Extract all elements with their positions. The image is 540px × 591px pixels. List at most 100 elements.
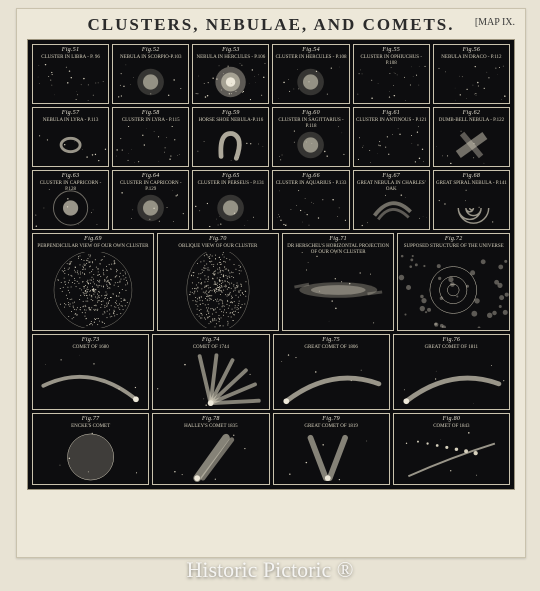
figure-caption: ENCKE'S COMET <box>35 424 146 430</box>
figure-number: Fig.66 <box>273 173 348 179</box>
figure-caption: NEBULA IN SCORPIO-P.103 <box>115 55 186 61</box>
figure-number: Fig.60 <box>273 110 348 116</box>
figure-number: Fig.58 <box>113 110 188 116</box>
row-5: Fig.73COMET OF 1680Fig.74COMET OF 1744Fi… <box>32 334 510 410</box>
figure-number: Fig.71 <box>283 236 394 242</box>
figure-cell: Fig.78 HALLEY'S COMET 1835 <box>152 413 269 485</box>
figure-art <box>434 126 509 164</box>
figure-number: Fig.59 <box>193 110 268 116</box>
figure-number: Fig.63 <box>33 173 108 179</box>
figure-caption: OBLIQUE VIEW OF OUR CLUSTER <box>160 244 276 250</box>
figure-art <box>273 126 348 164</box>
figure-cell: Fig.63CLUSTER IN CAPRICORN - P.128 <box>32 170 109 230</box>
figure-art <box>33 126 108 164</box>
figure-art <box>33 353 148 407</box>
figure-art <box>193 63 268 101</box>
figure-number: Fig.77 <box>33 416 148 422</box>
figure-cell: Fig.72 SUPPOSED STRUCTURE OF THE UNIVERSE <box>397 233 510 331</box>
figure-art <box>153 353 268 407</box>
figure-cell: Fig.66CLUSTER IN AQUARIUS - P.133 <box>272 170 349 230</box>
figure-art <box>274 432 389 482</box>
watermark: Historic Pictoric ® <box>0 557 540 583</box>
figure-art <box>354 63 429 101</box>
figure-cell: Fig.55CLUSTER IN OPHIUCHUS - P.108 <box>353 44 430 104</box>
figure-caption: PERPENDICULAR VIEW OF OUR OWN CLUSTER <box>35 244 151 250</box>
row-1: Fig.51CLUSTER IN LIBRA - P. 96Fig.52NEBU… <box>32 44 510 104</box>
figure-number: Fig.53 <box>193 47 268 53</box>
figure-cell: Fig.61CLUSTER IN ANTINOUS - P.121 <box>353 107 430 167</box>
figure-cell: Fig.77 ENCKE'S COMET <box>32 413 149 485</box>
row-3: Fig.63CLUSTER IN CAPRICORN - P.128Fig.64… <box>32 170 510 230</box>
figure-caption: DUMB-BELL NEBULA - P.122 <box>436 118 507 124</box>
figure-cell: Fig.79GREAT COMET OF 1819 <box>273 413 390 485</box>
figure-caption: COMET OF 1680 <box>35 345 146 351</box>
figure-caption: SUPPOSED STRUCTURE OF THE UNIVERSE <box>400 244 507 250</box>
figure-art <box>434 189 509 227</box>
figure-caption: HALLEY'S COMET 1835 <box>155 424 266 430</box>
figure-caption: COMET OF 1744 <box>155 345 266 351</box>
figure-number: Fig.78 <box>153 416 268 422</box>
figure-caption: GREAT SPIRAL NEBULA - P.141 <box>436 181 507 187</box>
figure-cell: Fig.71DR HERSCHEL'S HORIZONTAL PROJECTIO… <box>282 233 395 331</box>
figure-art <box>158 252 278 328</box>
figure-number: Fig.68 <box>434 173 509 179</box>
figure-number: Fig.57 <box>33 110 108 116</box>
figure-cell: Fig.58CLUSTER IN LYRA - P.115 <box>112 107 189 167</box>
figure-art <box>434 63 509 101</box>
figure-caption: HORSE SHOE NEBULA-P.116 <box>195 118 266 124</box>
figure-art <box>193 126 268 164</box>
figure-art <box>33 252 153 328</box>
figure-number: Fig.72 <box>398 236 509 242</box>
figure-caption: CLUSTER IN LIBRA - P. 96 <box>35 55 106 61</box>
figure-caption: GREAT COMET OF 1806 <box>276 345 387 351</box>
figure-caption: CLUSTER IN HERCULES - P.108 <box>275 55 346 61</box>
figure-cell: Fig.74COMET OF 1744 <box>152 334 269 410</box>
figure-cell: Fig.57 NEBULA IN LYRA - P.113 <box>32 107 109 167</box>
figure-number: Fig.80 <box>394 416 509 422</box>
figure-art <box>113 189 188 227</box>
figure-number: Fig.54 <box>273 47 348 53</box>
figure-art <box>274 353 389 407</box>
figure-art <box>33 63 108 101</box>
figure-art <box>113 63 188 101</box>
figure-cell: Fig.69 PERPENDICULAR VIEW OF OUR OWN CLUS… <box>32 233 154 331</box>
figure-number: Fig.67 <box>354 173 429 179</box>
figure-cell: Fig.80 COMET OF 1843 <box>393 413 510 485</box>
figure-number: Fig.70 <box>158 236 278 242</box>
figure-number: Fig.62 <box>434 110 509 116</box>
title-row: CLUSTERS, NEBULAE, AND COMETS. [MAP IX. <box>17 9 525 39</box>
figure-cell: Fig.70 OBLIQUE VIEW OF OUR CLUSTER <box>157 233 279 331</box>
figure-number: Fig.61 <box>354 110 429 116</box>
figure-art <box>153 432 268 482</box>
figure-caption: NEBULA IN HERCULES - P.106 <box>195 55 266 61</box>
figure-number: Fig.75 <box>274 337 389 343</box>
figure-art <box>33 189 108 227</box>
figure-art <box>193 189 268 227</box>
sheet: CLUSTERS, NEBULAE, AND COMETS. [MAP IX. … <box>16 8 526 558</box>
figure-number: Fig.76 <box>394 337 509 343</box>
figure-number: Fig.64 <box>113 173 188 179</box>
page: CLUSTERS, NEBULAE, AND COMETS. [MAP IX. … <box>0 0 540 591</box>
figure-art <box>113 126 188 164</box>
figure-cell: Fig.68 GREAT SPIRAL NEBULA - P.141 <box>433 170 510 230</box>
figure-cell: Fig.75 GREAT COMET OF 1806 <box>273 334 390 410</box>
figure-cell: Fig.59 HORSE SHOE NEBULA-P.116 <box>192 107 269 167</box>
figure-cell: Fig.67GREAT NEBULA IN CHARLES' OAK <box>353 170 430 230</box>
figure-art <box>394 432 509 482</box>
figure-caption: NEBULA IN LYRA - P.113 <box>35 118 106 124</box>
figure-cell: Fig.73 COMET OF 1680 <box>32 334 149 410</box>
figure-cell: Fig.64CLUSTER IN CAPRICORN - P.129 <box>112 170 189 230</box>
figure-cell: Fig.54 CLUSTER IN HERCULES - P.108 <box>272 44 349 104</box>
figure-caption: COMET OF 1843 <box>396 424 507 430</box>
figure-cell: Fig.53 NEBULA IN HERCULES - P.106 <box>192 44 269 104</box>
row-2: Fig.57 NEBULA IN LYRA - P.113 Fig.58CLUSTE… <box>32 107 510 167</box>
figure-number: Fig.56 <box>434 47 509 53</box>
figure-number: Fig.73 <box>33 337 148 343</box>
figure-caption: GREAT COMET OF 1819 <box>276 424 387 430</box>
figure-cell: Fig.60CLUSTER IN SAGITTARIUS - P.118 <box>272 107 349 167</box>
figure-art <box>354 189 429 227</box>
figure-cell: Fig.65CLUSTER IN PERSEUS - P.131 <box>192 170 269 230</box>
figure-cell: Fig.62 DUMB-BELL NEBULA - P.122 <box>433 107 510 167</box>
figure-cell: Fig.52NEBULA IN SCORPIO-P.103 <box>112 44 189 104</box>
figure-number: Fig.69 <box>33 236 153 242</box>
